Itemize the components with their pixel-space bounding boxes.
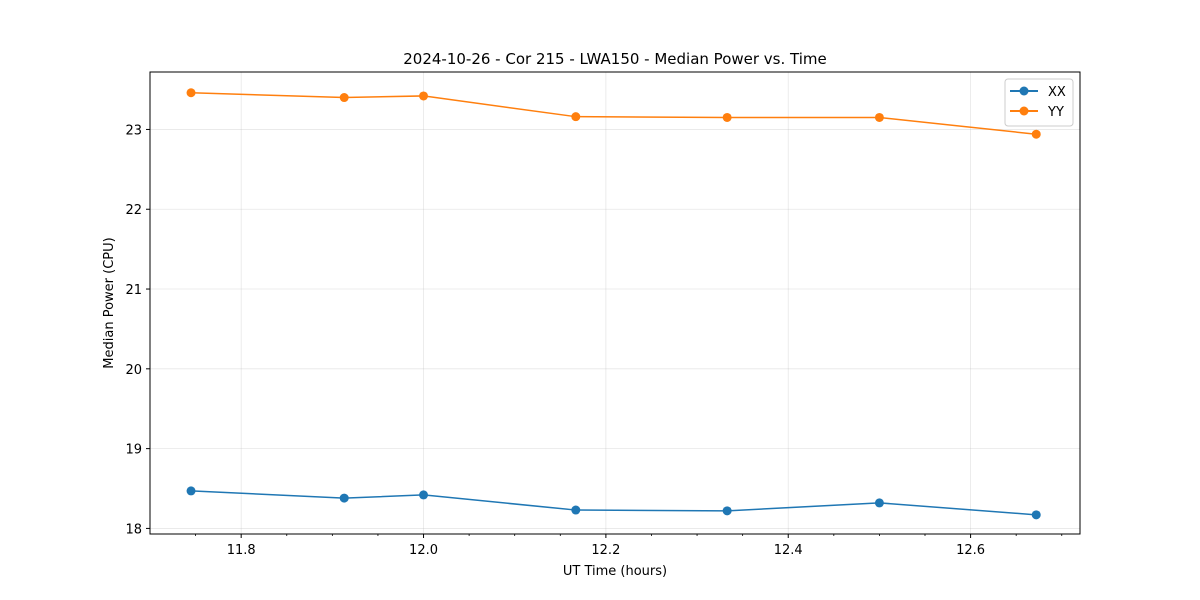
y-tick-label: 22 — [125, 203, 142, 218]
data-point-yy — [571, 112, 581, 122]
plot-series — [186, 88, 1041, 520]
y-axis-label: Median Power (CPU) — [102, 237, 117, 368]
x-tick-label: 11.8 — [227, 543, 256, 558]
data-point-yy — [339, 93, 349, 103]
data-point-yy — [874, 112, 884, 122]
y-tick-label: 19 — [125, 443, 142, 458]
data-point-yy — [419, 91, 429, 101]
data-point-xx — [419, 490, 429, 500]
data-point-xx — [722, 506, 732, 516]
y-tick-label: 20 — [125, 363, 142, 378]
axes: 11.8 12.0 12.2 12.4 12.6 18 19 20 21 22 23 — [125, 123, 1063, 558]
legend-xx-marker — [1019, 86, 1029, 96]
data-point-yy — [722, 112, 732, 122]
series-line-xx — [190, 490, 1037, 516]
legend-yy-marker — [1019, 106, 1029, 116]
y-tick-label: 23 — [125, 123, 142, 138]
data-point-xx — [874, 498, 884, 508]
y-tick-label: 18 — [125, 522, 142, 537]
data-point-xx — [1031, 510, 1041, 520]
data-point-xx — [186, 486, 196, 496]
series-line-yy — [191, 91, 1037, 135]
data-point-xx — [571, 505, 581, 515]
grid — [150, 72, 1080, 534]
data-point-yy — [186, 88, 196, 98]
x-tick-label: 12.4 — [774, 543, 803, 558]
x-axis-label: UT Time (hours) — [563, 564, 667, 579]
legend: XX YY — [1004, 78, 1074, 127]
data-point-xx — [339, 493, 349, 503]
plot-frame — [149, 71, 1081, 535]
x-tick-label: 12.0 — [409, 543, 438, 558]
chart-title: 2024-10-26 - Cor 215 - LWA150 - Median P… — [403, 50, 827, 68]
legend-yy-label: YY — [1047, 105, 1064, 120]
legend-xx-label: XX — [1048, 85, 1066, 100]
x-tick-label: 12.6 — [956, 543, 985, 558]
y-tick-label: 21 — [125, 283, 142, 298]
x-tick-label: 12.2 — [591, 543, 620, 558]
data-point-yy — [1031, 129, 1041, 139]
